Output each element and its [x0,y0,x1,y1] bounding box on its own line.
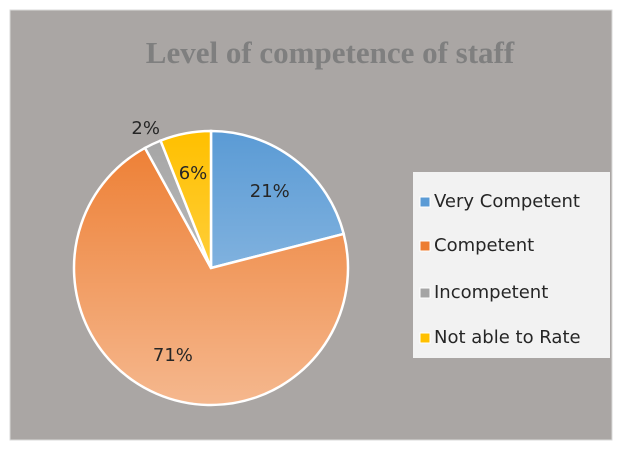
legend-swatch [419,287,431,299]
legend-label: Not able to Rate [434,327,581,348]
legend-swatch [419,196,431,208]
data-label: 21% [250,181,290,202]
data-label: 2% [131,118,160,139]
legend-label: Very Competent [434,191,580,212]
legend-label: Competent [434,235,534,256]
data-label: 6% [179,163,208,184]
legend-label: Incompetent [434,282,548,303]
chart-title: Level of competence of staff [146,35,515,70]
legend-swatch [419,240,431,252]
legend-box [413,172,610,358]
legend-swatch [419,332,431,344]
data-label: 71% [153,345,193,366]
